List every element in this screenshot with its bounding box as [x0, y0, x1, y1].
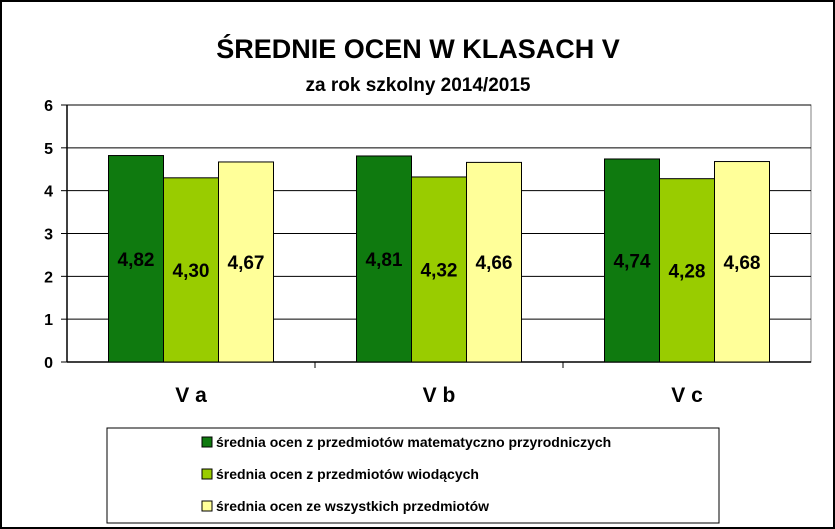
y-tick-label: 4: [44, 184, 53, 201]
bar: [108, 155, 164, 363]
plot-area: 0 1 2 3 4 5 6 4,82 4,30 4,67 V a 4,81 4,32 4,66 V b 4,7…: [44, 98, 812, 407]
bar: [356, 155, 412, 363]
x-tick-label: V c: [671, 384, 703, 407]
chart-title: ŚREDNIE OCEN W KLASACH V: [216, 33, 620, 64]
legend-swatch: [201, 468, 213, 480]
y-tick-label: 3: [44, 227, 53, 244]
data-label: 4,74: [614, 251, 651, 272]
data-label: 4,81: [366, 250, 403, 271]
y-tick-label: 2: [44, 269, 53, 286]
x-tick-label: V a: [175, 384, 207, 407]
bar: [604, 158, 660, 363]
data-label: 4,30: [173, 261, 210, 282]
legend-swatch: [201, 436, 213, 448]
legend-label: średnia ocen z przedmiotów wiodących: [216, 466, 479, 482]
data-label: 4,66: [476, 253, 513, 274]
bar: [163, 177, 219, 363]
bar: [714, 161, 770, 363]
bar: [466, 161, 522, 363]
data-label: 4,67: [228, 253, 265, 274]
legend-label: średnia ocen ze wszystkich przedmiotów: [216, 498, 489, 514]
bar: [411, 176, 467, 363]
chart-subtitle: za rok szkolny 2014/2015: [306, 75, 531, 96]
legend-label: średnia ocen z przedmiotów matematyczno …: [216, 434, 611, 450]
data-label: 4,68: [724, 253, 761, 274]
legend-swatch: [201, 500, 213, 512]
data-label: 4,32: [421, 260, 458, 281]
bar: [659, 178, 715, 363]
y-tick-label: 0: [44, 355, 53, 372]
x-tick-label: V b: [423, 384, 456, 407]
bar: [218, 161, 274, 363]
y-tick-label: 6: [44, 98, 53, 115]
data-label: 4,82: [118, 250, 155, 271]
data-label: 4,28: [669, 261, 706, 282]
y-tick-label: 1: [44, 312, 53, 329]
y-tick-label: 5: [44, 141, 53, 158]
legend: średnia ocen z przedmiotów matematyczno …: [106, 427, 720, 524]
